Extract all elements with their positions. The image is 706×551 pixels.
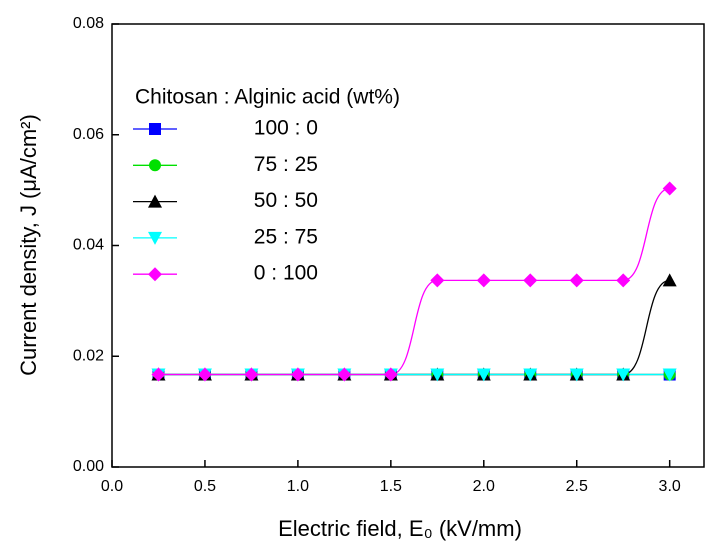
y-tick-label: 0.04 — [73, 237, 104, 254]
x-tick-label: 3.0 — [659, 478, 681, 495]
y-tick-label: 0.00 — [73, 458, 104, 475]
marker — [148, 231, 162, 245]
x-tick-label: 0.5 — [194, 478, 216, 495]
marker — [616, 273, 631, 288]
marker — [148, 194, 162, 208]
marker — [149, 159, 161, 172]
marker — [244, 367, 259, 382]
y-tick-label: 0.06 — [73, 126, 104, 143]
y-axis-label: Current density, J (μA/cm²) — [16, 114, 41, 376]
legend-label: 25 : 75 — [254, 225, 318, 248]
marker — [430, 273, 445, 288]
legend-label: 0 : 100 — [254, 262, 318, 285]
marker — [197, 367, 212, 382]
marker — [430, 368, 445, 382]
x-tick-label: 2.5 — [566, 478, 588, 495]
marker — [616, 368, 631, 382]
marker — [290, 367, 305, 382]
marker — [523, 273, 538, 288]
marker — [523, 368, 538, 382]
marker — [151, 367, 166, 382]
x-tick-label: 1.0 — [287, 478, 309, 495]
x-tick-label: 1.5 — [380, 478, 402, 495]
legend-label: 75 : 25 — [254, 153, 318, 176]
marker — [569, 273, 584, 288]
legend-label: 50 : 50 — [254, 189, 318, 212]
legend-title: Chitosan : Alginic acid (wt%) — [135, 86, 400, 109]
marker — [148, 267, 162, 282]
marker — [569, 368, 584, 382]
x-axis-label: Electric field, E₀ (kV/mm) — [278, 516, 522, 541]
marker — [149, 123, 161, 135]
marker — [662, 368, 677, 382]
legend-label: 100 : 0 — [254, 117, 318, 140]
marker — [383, 367, 398, 382]
series-line — [158, 187, 670, 376]
marker — [337, 367, 352, 382]
marker — [476, 368, 491, 382]
y-tick-label: 0.08 — [73, 15, 104, 32]
x-tick-label: 2.0 — [473, 478, 495, 495]
marker — [662, 181, 677, 196]
marker — [476, 273, 491, 288]
y-tick-label: 0.02 — [73, 347, 104, 364]
x-tick-label: 0.0 — [101, 478, 123, 495]
marker — [662, 273, 677, 287]
